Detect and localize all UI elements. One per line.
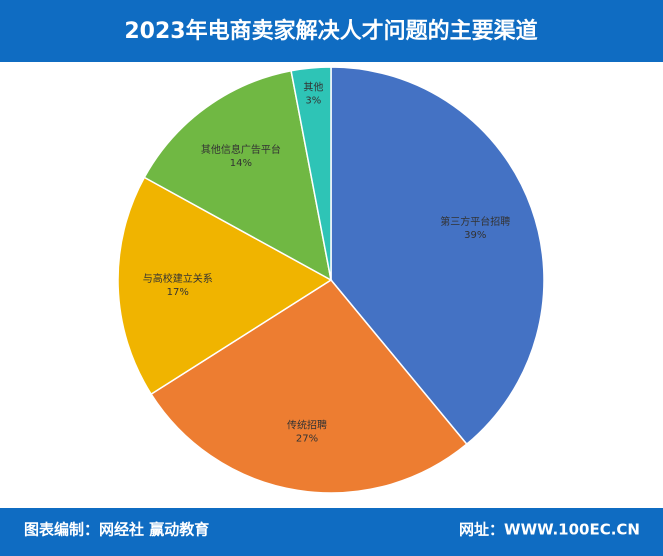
slice-label: 其他信息广告平台 bbox=[201, 143, 281, 156]
slice-label: 传统招聘 bbox=[287, 418, 327, 431]
footer-url: 网址：WWW.100EC.CN bbox=[459, 521, 640, 539]
slice-label: 第三方平台招聘 bbox=[440, 215, 510, 228]
slice-value-label: 17% bbox=[167, 287, 189, 298]
slice-label: 与高校建立关系 bbox=[143, 272, 213, 285]
pie-slice bbox=[330, 66, 545, 446]
footer-bar bbox=[0, 508, 663, 556]
slice-value-label: 39% bbox=[464, 230, 486, 241]
pie-slice bbox=[143, 69, 333, 282]
slice-value-label: 14% bbox=[230, 158, 252, 169]
slice-value-label: 27% bbox=[296, 433, 318, 444]
slice-value-label: 3% bbox=[305, 95, 321, 106]
chart-title: 2023年电商卖家解决人才问题的主要渠道 bbox=[124, 18, 537, 44]
pie-slice bbox=[290, 66, 332, 281]
footer-source: 图表编制：网经社 赢动教育 bbox=[24, 521, 209, 539]
pie-slice bbox=[150, 279, 468, 494]
header-bar bbox=[0, 0, 663, 62]
pie-slice bbox=[117, 176, 333, 396]
slice-label: 其他 bbox=[303, 80, 323, 93]
